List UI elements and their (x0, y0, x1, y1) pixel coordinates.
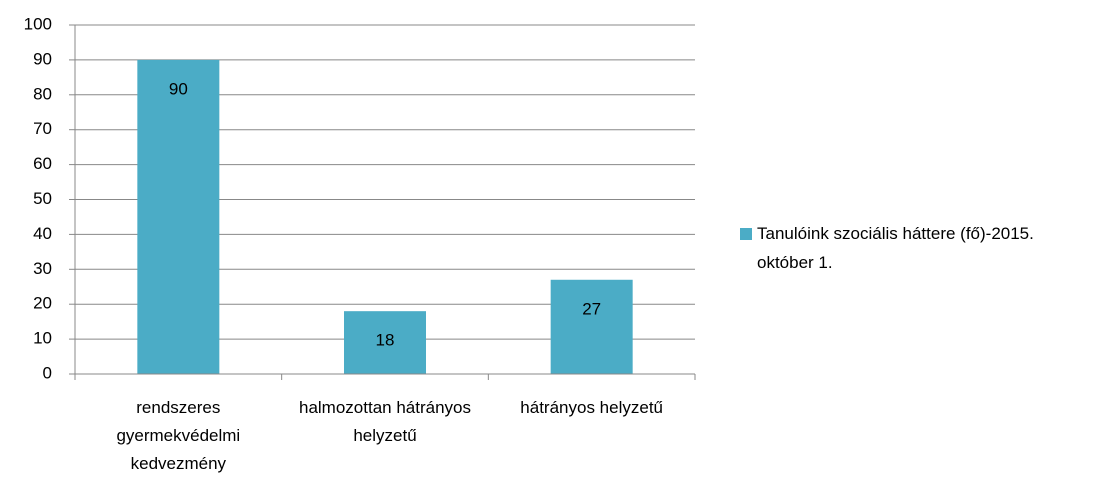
data-label: 27 (582, 299, 601, 318)
x-tick-label-box: rendszeres gyermekvédelmi kedvezmény (116, 398, 241, 473)
y-tick-label: 60 (33, 154, 52, 173)
y-tick-label: 0 (43, 363, 52, 382)
y-tick-label: 40 (33, 224, 52, 243)
bar (137, 59, 220, 375)
y-tick-label: 70 (33, 119, 52, 138)
bar (344, 311, 426, 374)
y-tick-label: 30 (33, 259, 52, 278)
y-tick-label: 80 (33, 84, 52, 103)
data-label: 90 (169, 79, 188, 98)
data-label: 18 (376, 331, 395, 350)
y-tick-label: 100 (24, 14, 52, 33)
x-tick-label: hátrányos helyzetű (520, 398, 663, 417)
y-tick-label: 20 (33, 294, 52, 313)
y-tick-label: 90 (33, 49, 52, 68)
x-tick-label: halmozottan hátrányos helyzetű (299, 398, 471, 445)
legend-swatch (740, 228, 752, 240)
x-tick-label-box: halmozottan hátrányos helyzetű (299, 398, 471, 445)
y-tick-label: 50 (33, 189, 52, 208)
y-tick-label: 10 (33, 329, 52, 348)
x-tick-label: rendszeres gyermekvédelmi kedvezmény (116, 398, 241, 473)
legend-label: Tanulóink szociális háttere (fő)-2015. o… (757, 224, 1034, 272)
x-tick-label-box: hátrányos helyzetű (520, 398, 663, 417)
bar (550, 279, 633, 374)
